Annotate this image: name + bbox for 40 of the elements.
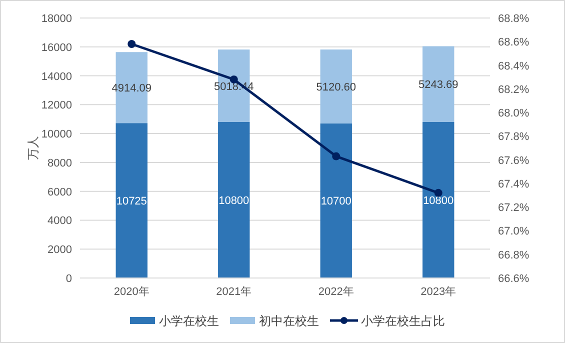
y2-tick-label: 67.4%	[498, 178, 530, 190]
point	[128, 40, 136, 48]
x-tick-label: 2021年	[216, 286, 252, 298]
y2-tick-label: 66.8%	[498, 249, 530, 262]
legend-label: 小学在校生占比	[361, 314, 445, 328]
data-label: 10700	[320, 196, 352, 208]
data-label: 10800	[218, 195, 250, 207]
y-tick-label: 10000	[41, 128, 72, 141]
y2-tick-label: 67.6%	[498, 154, 530, 167]
y-tick-label: 2000	[48, 244, 72, 256]
y-axis-title: 万人	[26, 136, 40, 160]
y2-tick-label: 68.6%	[498, 36, 530, 49]
legend-label: 小学在校生	[159, 314, 219, 328]
x-tick-label: 2023年	[420, 286, 456, 298]
y2-tick-label: 67.8%	[498, 131, 530, 144]
y-tick-label: 8000	[48, 157, 72, 170]
y2-tick-label: 68.8%	[498, 13, 530, 25]
data-label: 10725	[116, 196, 147, 208]
bar	[116, 123, 148, 278]
y2-tick-label: 68.2%	[498, 84, 530, 96]
bar	[320, 123, 352, 278]
x-tick-label: 2020年	[114, 286, 150, 298]
bar	[422, 122, 454, 278]
y2-tick-label: 68.4%	[498, 60, 530, 72]
legend-label: 初中在校生	[259, 314, 319, 328]
y-tick-label: 6000	[48, 186, 72, 198]
y-tick-label: 16000	[41, 42, 72, 54]
point	[332, 152, 340, 160]
y-tick-label: 0	[66, 273, 72, 285]
y-tick-label: 12000	[41, 100, 72, 112]
y-tick-label: 18000	[41, 13, 72, 25]
bar	[218, 122, 250, 278]
y-tick-label: 14000	[41, 70, 72, 83]
y2-tick-label: 67.0%	[498, 226, 530, 238]
y-tick-label: 4000	[48, 215, 72, 228]
x-tick-label: 2022年	[318, 286, 354, 298]
data-label: 10800	[423, 195, 454, 207]
y2-tick-label: 66.6%	[498, 273, 530, 285]
y2-tick-label: 67.2%	[498, 202, 530, 214]
y2-tick-label: 68.0%	[498, 108, 530, 120]
